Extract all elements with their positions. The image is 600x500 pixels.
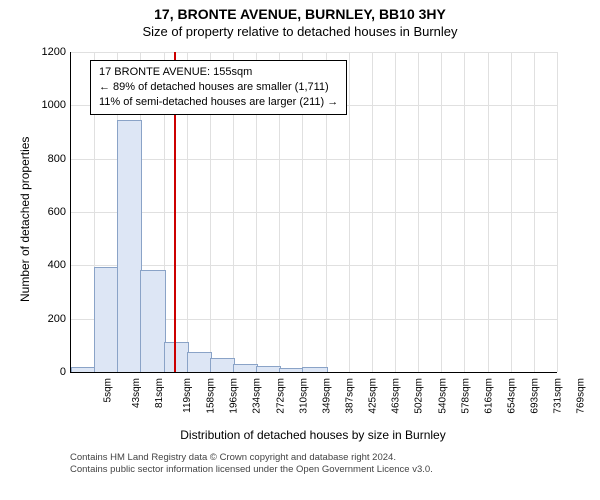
x-tick-label: 654sqm (507, 378, 518, 414)
gridline-v (534, 52, 535, 372)
gridline-v (488, 52, 489, 372)
x-tick-label: 119sqm (182, 378, 193, 413)
histogram-bar (256, 366, 281, 372)
x-tick-label: 234sqm (252, 378, 263, 414)
x-axis-label: Distribution of detached houses by size … (70, 428, 556, 442)
x-tick-label: 502sqm (414, 378, 425, 414)
gridline-v (349, 52, 350, 372)
histogram-bar (187, 352, 212, 372)
x-tick-label: 693sqm (530, 378, 541, 414)
y-tick-label: 200 (0, 313, 70, 325)
x-tick-label: 43sqm (131, 378, 142, 408)
gridline-v (418, 52, 419, 372)
gridline-h (71, 159, 557, 160)
x-tick-label: 387sqm (345, 378, 356, 414)
gridline-v (557, 52, 558, 372)
page-title: 17, BRONTE AVENUE, BURNLEY, BB10 3HY (0, 0, 600, 22)
histogram-bar (117, 120, 142, 372)
info-line-2: ← 89% of detached houses are smaller (1,… (99, 80, 338, 95)
y-tick-label: 1200 (0, 46, 70, 58)
x-tick-label: 272sqm (275, 378, 286, 414)
info-line-3: 11% of semi-detached houses are larger (… (99, 95, 338, 110)
x-tick-label: 540sqm (437, 378, 448, 414)
x-tick-label: 81sqm (154, 378, 165, 408)
attribution-text: Contains HM Land Registry data © Crown c… (70, 452, 433, 477)
x-tick-label: 425sqm (368, 378, 379, 414)
x-tick-label: 5sqm (102, 378, 113, 402)
y-tick-label: 600 (0, 206, 70, 218)
histogram-bar (279, 368, 304, 372)
x-tick-label: 731sqm (553, 378, 564, 414)
gridline-h (71, 265, 557, 266)
x-tick-label: 349sqm (321, 378, 332, 414)
gridline-v (511, 52, 512, 372)
gridline-h (71, 52, 557, 53)
histogram-bar (210, 358, 235, 372)
gridline-v (464, 52, 465, 372)
histogram-bar (233, 364, 258, 372)
x-tick-label: 463sqm (391, 378, 402, 414)
histogram-bar (164, 342, 189, 372)
x-tick-label: 158sqm (206, 378, 217, 414)
gridline-v (395, 52, 396, 372)
attribution-line-1: Contains HM Land Registry data © Crown c… (70, 452, 433, 464)
gridline-h (71, 212, 557, 213)
attribution-line-2: Contains public sector information licen… (70, 464, 433, 476)
histogram-bar (94, 267, 119, 372)
gridline-v (372, 52, 373, 372)
x-tick-label: 616sqm (483, 378, 494, 414)
x-tick-label: 310sqm (298, 378, 309, 414)
y-tick-label: 0 (0, 366, 70, 378)
x-tick-label: 769sqm (576, 378, 587, 414)
y-tick-label: 400 (0, 259, 70, 271)
x-tick-label: 196sqm (229, 378, 240, 414)
page-subtitle: Size of property relative to detached ho… (0, 22, 600, 39)
info-line-1: 17 BRONTE AVENUE: 155sqm (99, 65, 338, 80)
histogram-bar (140, 270, 165, 372)
y-tick-label: 1000 (0, 99, 70, 111)
gridline-v (441, 52, 442, 372)
histogram-bar (302, 367, 327, 372)
y-tick-label: 800 (0, 153, 70, 165)
x-tick-label: 578sqm (460, 378, 471, 414)
info-box: 17 BRONTE AVENUE: 155sqm ← 89% of detach… (90, 60, 347, 115)
histogram-bar (71, 367, 96, 372)
